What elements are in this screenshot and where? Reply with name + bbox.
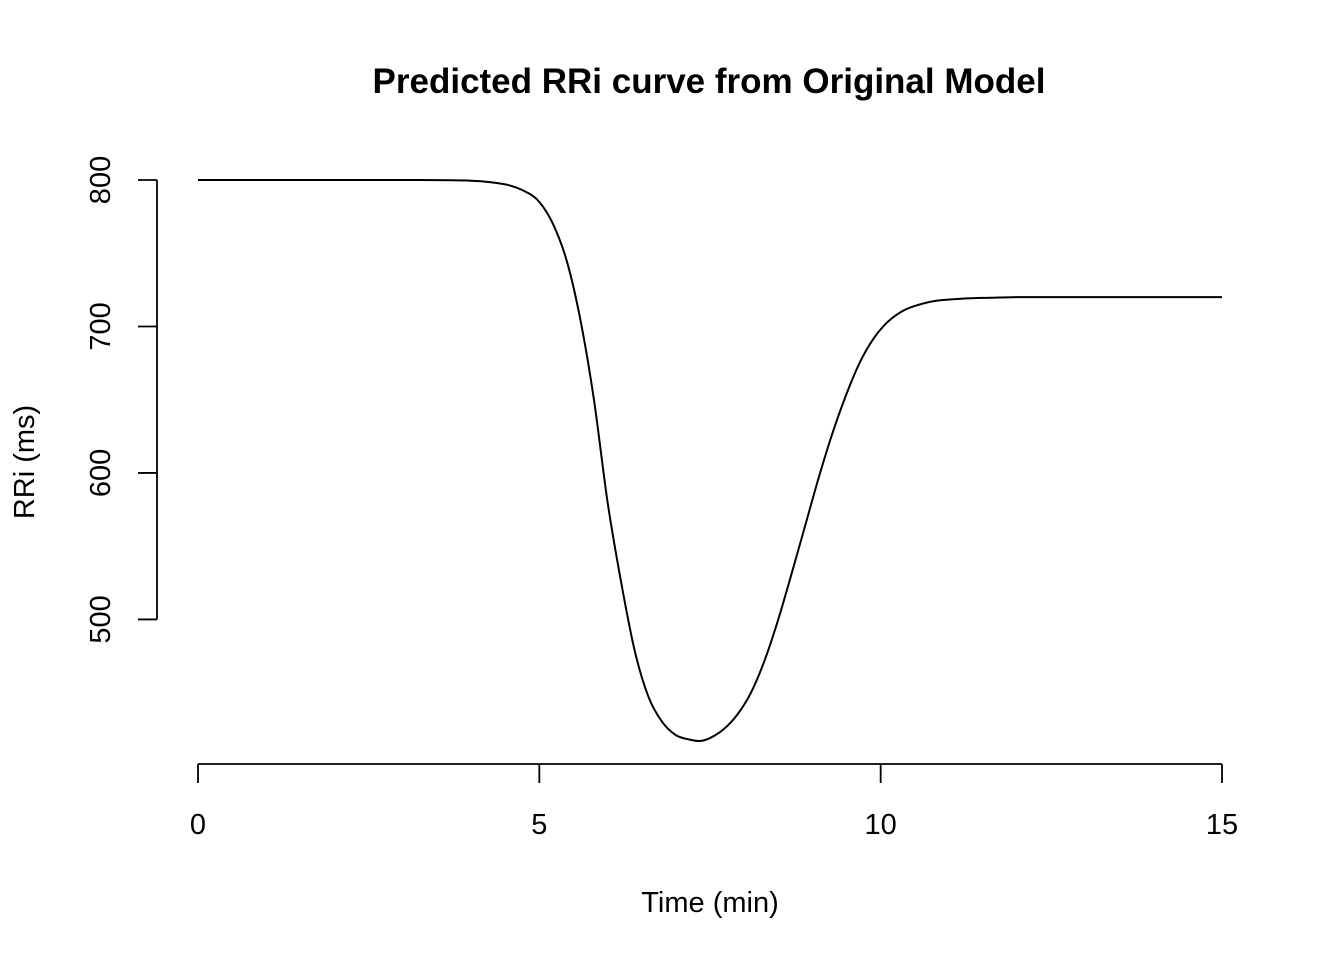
y-tick-label: 700 [85,302,117,350]
x-tick-label: 5 [531,809,547,841]
y-tick-label: 800 [85,156,117,204]
series-line [198,178,1222,743]
chart-title: Predicted RRi curve from Original Model [373,62,1046,101]
x-tick-label: 10 [865,809,897,841]
y-axis: 500 600 700 800 [85,156,158,644]
x-axis-title: Time (min) [641,887,778,919]
plot-area [198,178,1222,743]
y-tick-label: 600 [85,449,117,497]
x-tick-label: 0 [190,809,206,841]
x-tick-label: 15 [1206,809,1238,841]
y-tick-label: 500 [85,595,117,643]
y-axis-title: RRi (ms) [9,405,41,519]
x-axis: 0 5 10 15 [190,763,1238,841]
